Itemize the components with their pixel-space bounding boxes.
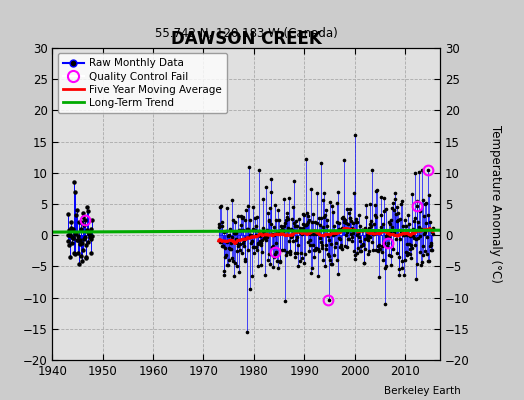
Legend: Raw Monthly Data, Quality Control Fail, Five Year Moving Average, Long-Term Tren: Raw Monthly Data, Quality Control Fail, … <box>58 53 227 113</box>
Title: DAWSON CREEK: DAWSON CREEK <box>171 30 322 48</box>
Text: Berkeley Earth: Berkeley Earth <box>385 386 461 396</box>
Y-axis label: Temperature Anomaly (°C): Temperature Anomaly (°C) <box>489 125 502 283</box>
Text: 55.742 N, 120.183 W (Canada): 55.742 N, 120.183 W (Canada) <box>155 27 337 40</box>
